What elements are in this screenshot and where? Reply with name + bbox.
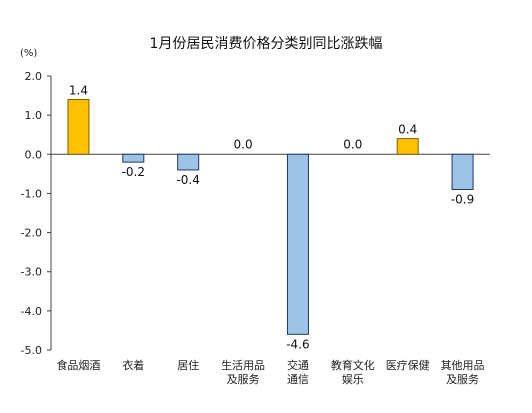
bar: [177, 153, 200, 171]
y-tick-label: 0.0: [25, 148, 43, 161]
bar-value-label: 0.0: [234, 137, 253, 151]
category-label: 及服务: [227, 373, 260, 386]
bar: [122, 153, 145, 163]
bar: [396, 138, 419, 155]
bar-value-label: 1.4: [69, 83, 88, 97]
bar-value-label: 0.4: [398, 123, 417, 137]
y-tick-label: 2.0: [25, 70, 43, 83]
category-label: 教育文化: [331, 358, 375, 372]
bar: [67, 98, 90, 155]
category-label: 其他用品: [441, 359, 485, 372]
category-label: 医疗保健: [386, 358, 430, 372]
y-axis-unit: (%): [20, 48, 37, 59]
category-label: 交通: [287, 358, 309, 372]
category-label: 居住: [177, 358, 199, 372]
chart-title: 1月份居民消费价格分类别同比涨跌幅: [150, 36, 383, 52]
axes-layer: 2.0 1.0 0.0 -1.0 -2.0 -3.0 -4.0 -5.0: [21, 70, 490, 357]
bar-value-label: -0.2: [122, 165, 145, 179]
y-tick-label: -3.0: [21, 266, 42, 279]
category-label: 生活用品: [221, 358, 265, 372]
y-tick-label: -1.0: [21, 187, 42, 200]
bar: [451, 153, 474, 191]
category-label: 通信: [287, 373, 309, 386]
bars-layer: [67, 98, 474, 335]
bar-value-label: -0.9: [451, 193, 474, 207]
bar-value-label: -4.6: [286, 337, 309, 351]
category-label: 食品烟酒: [56, 358, 100, 372]
y-tick-label: 1.0: [25, 109, 43, 122]
category-label: 衣着: [122, 358, 144, 372]
bar-value-label: -0.4: [176, 173, 199, 187]
y-tick-label: -4.0: [21, 305, 42, 318]
bar-value-label: 0.0: [343, 137, 362, 151]
category-label: 及服务: [446, 373, 479, 386]
y-tick-label: -5.0: [21, 344, 42, 357]
y-tick-label: -2.0: [21, 227, 42, 240]
bar: [286, 153, 309, 335]
category-label: 娱乐: [342, 372, 364, 386]
labels-layer: 1.4食品烟酒-0.2衣着-0.4居住0.0生活用品及服务-4.6交通通信0.0…: [56, 83, 484, 386]
